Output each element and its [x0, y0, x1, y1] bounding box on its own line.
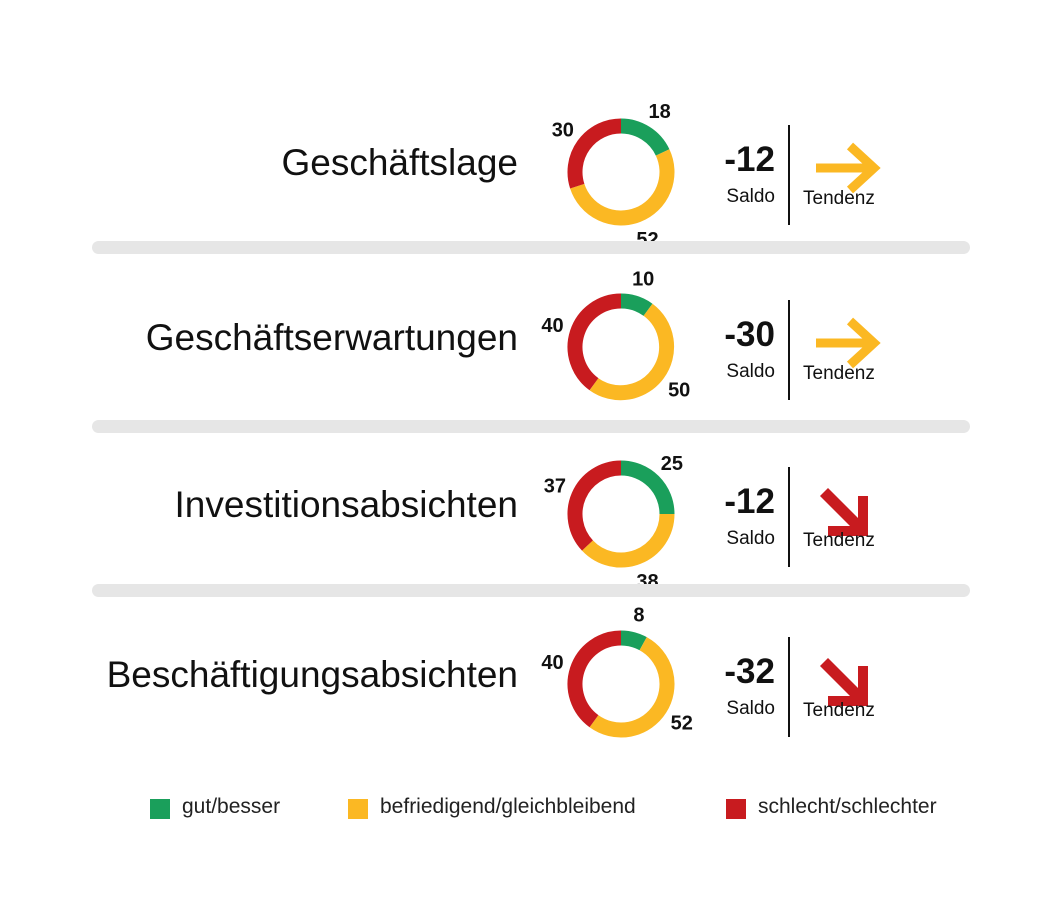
donut-slice-bad	[567, 118, 622, 189]
arrow-shape	[820, 488, 868, 536]
arrow-shape	[820, 658, 868, 706]
slice-label-good: 18	[648, 101, 670, 123]
legend-label: befriedigend/gleichbleibend	[380, 795, 636, 818]
donut-slice-bad	[567, 630, 622, 728]
saldo-label: Saldo	[726, 698, 775, 719]
slice-label-neutral: 52	[671, 713, 693, 735]
legend-label: gut/besser	[182, 795, 281, 818]
slice-label-good: 25	[661, 453, 683, 475]
saldo-value: -30	[724, 315, 775, 354]
donut-slice-good	[620, 293, 653, 317]
chart-row-investitionsabsichten: Investitionsabsichten 25 38 37 -12 Saldo T…	[0, 452, 1063, 593]
slice-label-good: 8	[633, 604, 644, 626]
saldo-label: Saldo	[726, 528, 775, 549]
tendenz-label: Tendenz	[803, 700, 875, 721]
arrow-right-icon	[816, 142, 881, 194]
legend-swatch	[150, 799, 170, 819]
divider	[788, 467, 790, 567]
slice-label-bad: 40	[541, 652, 563, 674]
row-separator	[92, 584, 970, 597]
row-label: Geschäftslage	[281, 142, 518, 183]
slice-label-neutral: 50	[668, 379, 690, 401]
divider	[788, 637, 790, 737]
saldo-label: Saldo	[726, 186, 775, 207]
donut-slice-neutral	[582, 513, 675, 568]
donut-slice-good	[620, 118, 670, 156]
row-label: Beschäftigungsabsichten	[106, 654, 518, 695]
tendenz-label: Tendenz	[803, 188, 875, 209]
donut-slice-neutral	[589, 637, 675, 738]
donut-slice-bad	[567, 293, 622, 391]
legend: gut/besser befriedigend/gleichbleibend s…	[0, 795, 1063, 825]
donut-chart: 10 50 40	[541, 269, 690, 402]
arrow-shape	[816, 142, 881, 194]
row-separator	[92, 420, 970, 433]
divider	[788, 125, 790, 225]
divider	[788, 300, 790, 400]
donut-chart: 8 52 40	[541, 604, 693, 738]
donut-slice-neutral	[589, 303, 675, 401]
arrow-right-icon	[816, 317, 881, 369]
row-label: Geschäftserwartungen	[145, 317, 518, 358]
chart-row-geschaeftslage: Geschäftslage 18 52 30 -12 Saldo Tendenz	[0, 101, 1063, 251]
row-separator	[92, 241, 970, 254]
slice-label-bad: 30	[552, 120, 574, 142]
saldo-value: -12	[724, 482, 775, 521]
donut-slice-good	[620, 630, 647, 651]
donut-slice-bad	[567, 460, 622, 551]
tendenz-label: Tendenz	[803, 530, 875, 551]
donut-slice-neutral	[570, 149, 675, 226]
donut-slice-good	[620, 460, 675, 515]
tendenz-label: Tendenz	[803, 363, 875, 384]
arrow-down-right-icon	[820, 658, 868, 706]
slice-label-bad: 40	[541, 315, 563, 337]
arrow-shape	[816, 317, 881, 369]
saldo-value: -32	[724, 652, 775, 691]
chart-row-geschaeftserwartungen: Geschäftserwartungen 10 50 40 -30 Saldo Te…	[0, 269, 1063, 425]
saldo-label: Saldo	[726, 361, 775, 382]
legend-swatch	[726, 799, 746, 819]
chart-row-beschaeftigungsabsichten: Beschäftigungsabsichten 8 52 40 -32 Saldo …	[0, 604, 1063, 762]
slice-label-bad: 37	[544, 475, 566, 497]
legend-swatch	[348, 799, 368, 819]
slice-label-good: 10	[632, 269, 654, 291]
row-label: Investitionsabsichten	[174, 484, 518, 525]
legend-label: schlecht/schlechter	[758, 795, 937, 818]
arrow-down-right-icon	[820, 488, 868, 536]
saldo-value: -12	[724, 140, 775, 179]
